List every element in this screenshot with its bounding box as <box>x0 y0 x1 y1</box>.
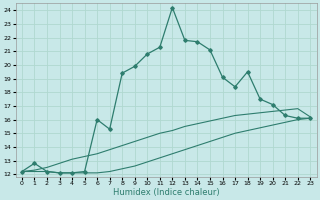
X-axis label: Humidex (Indice chaleur): Humidex (Indice chaleur) <box>113 188 220 197</box>
